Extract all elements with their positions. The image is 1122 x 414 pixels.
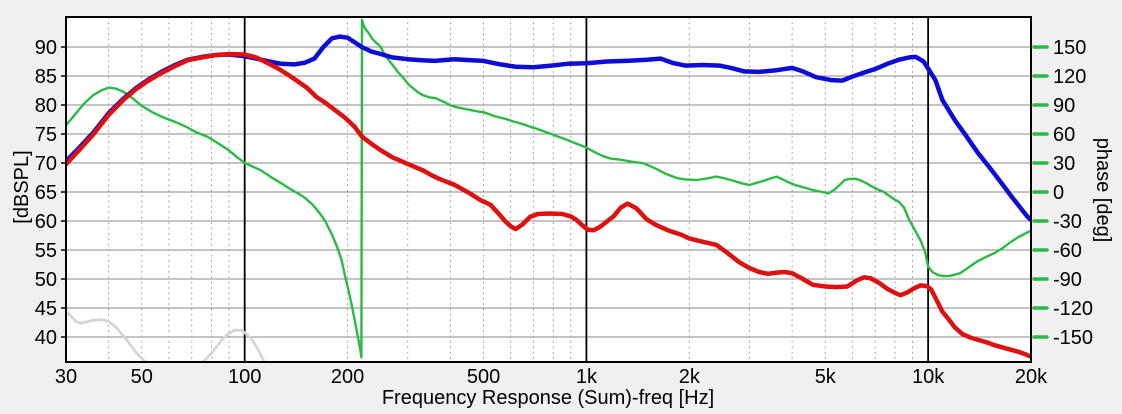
frequency-tick-label: 10k [912, 366, 945, 388]
frequency-tick-label: 500 [467, 366, 500, 388]
frequency-tick-label: 2k [679, 366, 701, 388]
chart-title: Frequency Response (Sum)-freq [Hz] [381, 387, 715, 409]
minor-frequency-gridlines [108, 17, 913, 362]
right-axis-title: phase [deg] [1092, 137, 1114, 243]
left-tick-label: 80 [35, 95, 57, 117]
curves [67, 18, 1030, 361]
horizontal-gridlines [66, 46, 1031, 338]
plot-frame [65, 16, 1032, 363]
right-tick-label: 60 [1053, 124, 1075, 146]
left-tick-label: 70 [35, 153, 57, 175]
plot-area [66, 17, 1031, 362]
left-tick-labels: 90 85 80 75 70 65 60 55 50 45 40 [35, 37, 57, 349]
left-axis-title: [dBSPL] [11, 150, 33, 224]
left-tick-label: 85 [35, 66, 57, 88]
frequency-tick-label: 30 [55, 366, 77, 388]
left-axis-ticks [61, 46, 66, 338]
right-tick-label: -150 [1053, 327, 1093, 349]
left-tick-label: 45 [35, 298, 57, 320]
frequency-tick-label: 200 [331, 366, 364, 388]
right-tick-labels: 150 120 90 60 30 0 -30 -60 -90 -120 -150 [1053, 37, 1093, 349]
green-phase-curve [67, 18, 1030, 359]
right-tick-label: 120 [1053, 66, 1086, 88]
right-tick-label: 90 [1053, 95, 1075, 117]
right-tick-label: -60 [1053, 240, 1082, 262]
right-tick-label: 30 [1053, 153, 1075, 175]
left-tick-label: 90 [35, 37, 57, 59]
frequency-tick-labels: 30 50 100 200 500 1k 2k 5k 10k 20k [55, 366, 1048, 388]
left-tick-label: 50 [35, 269, 57, 291]
gray-spl-curve [67, 310, 266, 361]
left-tick-label: 55 [35, 240, 57, 262]
right-tick-label: -120 [1053, 298, 1093, 320]
frequency-tick-label: 1k [576, 366, 598, 388]
right-tick-label: -30 [1053, 211, 1082, 233]
frequency-tick-label: 20k [1015, 366, 1048, 388]
right-tick-label: 150 [1053, 37, 1086, 59]
frequency-tick-label: 100 [228, 366, 261, 388]
left-tick-label: 75 [35, 124, 57, 146]
left-tick-label: 65 [35, 182, 57, 204]
frequency-tick-label: 50 [131, 366, 153, 388]
right-axis-ticks [1032, 45, 1049, 339]
right-tick-label: -90 [1053, 269, 1082, 291]
frequency-tick-label: 5k [815, 366, 837, 388]
left-tick-label: 60 [35, 211, 57, 233]
decade-gridlines [243, 17, 930, 362]
red-spl-curve [67, 51, 1030, 359]
left-tick-label: 40 [35, 327, 57, 349]
right-tick-label: 0 [1053, 182, 1064, 204]
